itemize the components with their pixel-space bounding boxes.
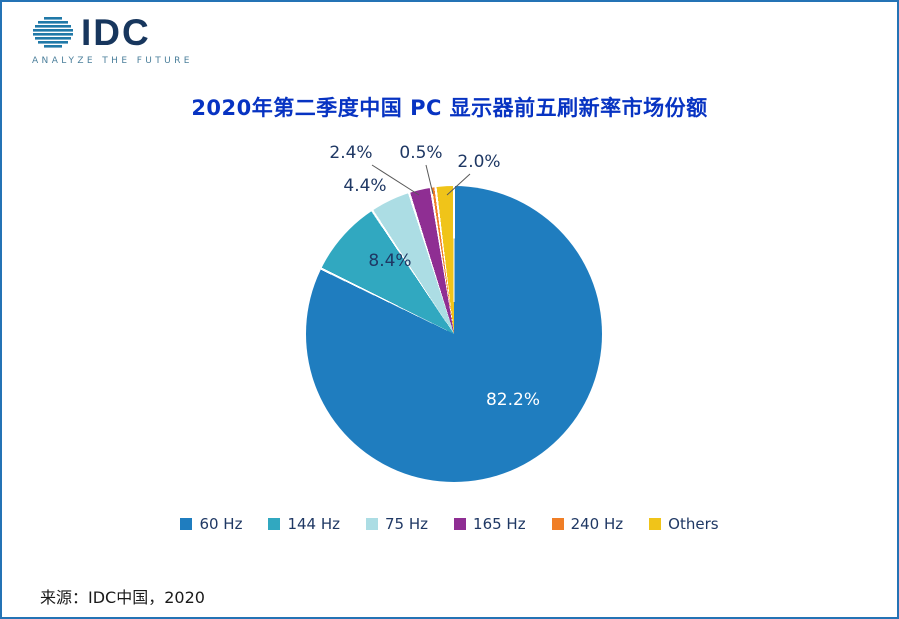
idc-tagline: ANALYZE THE FUTURE [32,56,193,66]
legend-item-144-hz: 144 Hz [268,515,340,533]
legend-item-165-hz: 165 Hz [454,515,526,533]
legend-swatch [551,518,564,530]
legend-swatch [268,518,281,530]
chart-title: 2020年第二季度中国 PC 显示器前五刷新率市场份额 [191,96,708,120]
legend-swatch [649,518,662,530]
legend-swatch [180,518,193,530]
legend-swatch [366,518,379,530]
pie-label-144hz: 8.4% [368,251,412,271]
legend-label: 240 Hz [570,515,624,533]
legend-label: Others [668,515,719,533]
legend-label: 144 Hz [287,515,341,533]
legend-label: 165 Hz [473,515,526,533]
idc-logo-text: IDC [81,12,151,53]
pie-label-75hz: 4.4% [343,176,387,196]
pie-label-165hz: 2.4% [329,143,373,163]
legend: 60 Hz 144 Hz 75 Hz 165 Hz 240 Hz Others [2,515,897,533]
idc-globe-icon [33,16,73,48]
idc-logo: IDC ANALYZE THE FUTURE [32,14,193,66]
pie-chart [306,186,602,482]
legend-item-60-hz: 60 Hz [180,515,242,533]
legend-label: 60 Hz [199,515,243,533]
legend-item-240-hz: 240 Hz [551,515,624,533]
legend-label: 75 Hz [385,515,429,533]
pie-label-240hz: 0.5% [399,143,443,163]
legend-item-75-hz: 75 Hz [366,515,428,533]
legend-swatch [454,518,467,530]
pie-label-60hz: 82.2% [485,390,541,410]
source-note: 来源：IDC中国，2020 [40,588,205,607]
pie-label-others: 2.0% [457,152,501,172]
legend-item-others: Others [649,515,719,533]
